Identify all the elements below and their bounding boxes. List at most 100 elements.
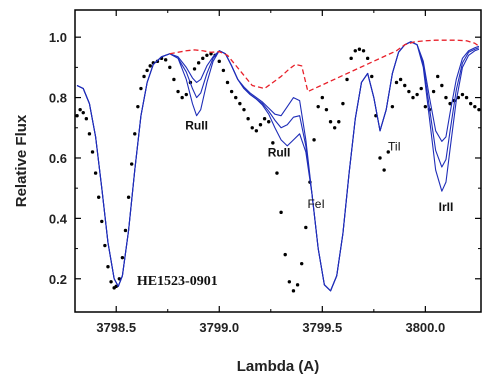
data-point [217,59,221,64]
data-point [205,53,209,57]
data-point [386,150,390,154]
data-point [436,74,440,79]
data-point [196,61,201,65]
data-point [180,95,184,100]
data-point [411,95,415,100]
data-point [440,83,444,88]
data-point [133,132,137,136]
data-point [176,89,180,94]
data-point [444,95,448,100]
x-tick-label: 3799.5 [302,320,342,335]
data-point [312,138,316,142]
data-point [139,86,143,91]
data-point [349,56,353,61]
data-point [238,101,242,106]
data-point [201,56,205,61]
data-point [172,77,176,82]
synthetic-model-line-2 [76,41,480,292]
data-point [142,74,146,79]
data-point [279,210,283,215]
data-point [78,107,82,112]
data-point [84,117,89,121]
y-tick-label: 0.6 [49,151,67,166]
data-point [192,67,197,71]
data-point [365,56,370,61]
data-point [398,77,403,82]
data-point [242,107,246,112]
y-tick-label: 0.2 [49,272,67,287]
axes-layer: 3798.5 3799.0 3799.5 3800.0 0.2 0.4 0.6 0.8 1.0 [49,10,481,335]
data-point [93,171,98,175]
data-point [103,243,107,248]
star-name-label: HE1523-0901 [137,274,218,289]
data-point [258,123,263,127]
data-point [394,80,399,85]
data-point [221,68,226,73]
data-point [382,168,386,172]
data-point [448,101,452,106]
data-point [337,120,341,124]
x-tick-label: 3800.0 [405,320,445,335]
data-point [415,92,419,97]
data-point [81,110,85,115]
data-point [246,117,250,121]
data-point [370,74,374,79]
data-point [145,68,149,73]
y-tick-label: 0.4 [49,211,68,226]
data-point [403,83,407,88]
y-tick-label: 0.8 [49,91,67,106]
x-tick-label: 3799.0 [199,320,239,335]
data-point [271,141,275,145]
data-point [407,89,411,94]
data-point [75,114,79,118]
data-point [184,92,188,97]
data-point [332,126,337,130]
data-point [109,280,113,284]
x-axis-title: Lambda (A) [237,358,320,375]
data-point [345,77,349,82]
data-point [464,95,469,100]
data-point [287,280,292,284]
data-point [168,65,172,70]
data-point [97,195,101,199]
data-point [316,104,320,109]
annotation-layer: RuII RuII FeI TiI IrII HE1523-0901 [137,118,453,289]
data-point [234,95,238,100]
data-point [460,92,465,97]
line-annotation: FeI [307,197,324,211]
data-point [320,95,325,100]
data-point [324,107,329,112]
data-point [304,225,308,230]
data-point [250,126,254,130]
data-point [262,117,267,121]
data-point [163,58,168,62]
data-point [419,86,423,91]
data-point [254,129,259,133]
line-annotation: RuII [268,145,291,159]
y-axis-title: Relative Flux [13,114,30,207]
y-tick-label: 1.0 [49,30,67,45]
data-point [87,132,92,136]
data-point [229,89,234,94]
data-point [123,228,128,233]
data-point [378,156,382,160]
data-point [431,89,436,94]
data-point [473,104,477,109]
line-annotation: RuII [185,118,208,132]
data-point [148,64,152,68]
observed-spectrum-points [75,47,481,293]
data-point [341,101,345,106]
data-point [100,219,104,224]
line-annotation: IrII [439,200,454,214]
data-point [300,261,304,266]
data-point [225,80,230,85]
plot-frame [74,9,482,313]
data-point [423,104,428,109]
data-point [209,52,213,56]
data-point [361,49,366,53]
data-point [353,49,357,53]
series-layer [75,39,481,293]
dashed-model-line [169,39,480,93]
data-point [117,277,122,281]
